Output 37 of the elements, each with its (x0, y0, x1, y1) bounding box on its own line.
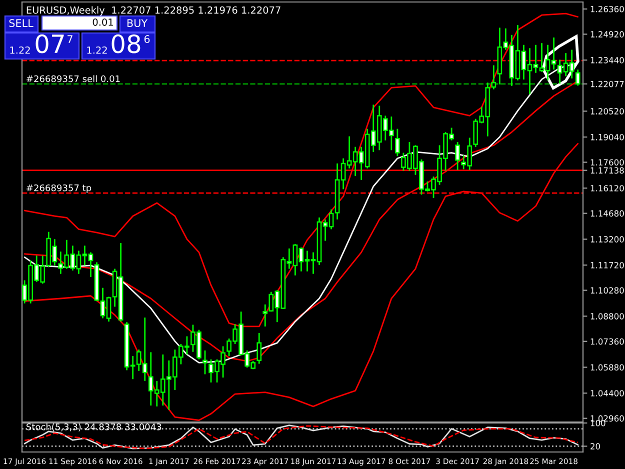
annotation: SELL (9, 19, 34, 28)
candlestick (256, 332, 262, 364)
chart-title: Stoch(5,3,3) 24.8378 33.0043 (26, 423, 162, 432)
annotation: 07 (36, 34, 64, 54)
y-tick-label: 1.10280 (590, 287, 624, 294)
y-tick-label: 1.17138 (590, 167, 624, 174)
y-tick-label: 1.23440 (590, 57, 624, 64)
ref-line-label: #26689357 tp (26, 184, 92, 194)
y-tick-label: 1.04400 (590, 390, 624, 396)
annotation: 6 (144, 35, 150, 44)
candlestick (395, 128, 400, 157)
y-tick-label: 20 (590, 443, 600, 450)
annotation: 1.22 (10, 46, 30, 54)
y-tick-label: 1.16120 (590, 185, 624, 192)
y-tick-label: 1.24920 (590, 31, 624, 38)
y-tick-label: 1.11720 (590, 262, 624, 268)
annotation: BUY (127, 19, 148, 28)
y-tick-label: 1.14680 (590, 210, 624, 217)
y-tick-label: 1.07360 (590, 338, 624, 345)
y-tick-label: 1.13200 (590, 236, 624, 242)
y-tick-label: 1.08800 (590, 313, 624, 320)
y-tick-label: 1.17600 (590, 159, 624, 166)
y-tick-label: 1.20520 (590, 108, 624, 114)
y-tick-label: 1.26360 (590, 6, 624, 12)
y-tick-label: 1.19040 (590, 134, 624, 140)
annotation: 0.01 (92, 18, 113, 26)
y-tick-label: 1.02960 (590, 415, 624, 422)
ref-line-label: #26689357 sell 0.01 (26, 75, 120, 82)
y-tick-label: 1.22077 (590, 80, 624, 88)
annotation: 08 (112, 34, 140, 54)
candlestick (575, 68, 580, 86)
chart-title: EURUSD,Weekly 1.22707 1.22895 1.21976 1.22077 (26, 6, 280, 16)
line-series (24, 142, 579, 421)
annotation: 7 (68, 35, 72, 43)
annotation: 1.22 (87, 46, 107, 54)
y-tick-label: 1.05880 (590, 364, 624, 371)
candlestick (455, 141, 460, 171)
